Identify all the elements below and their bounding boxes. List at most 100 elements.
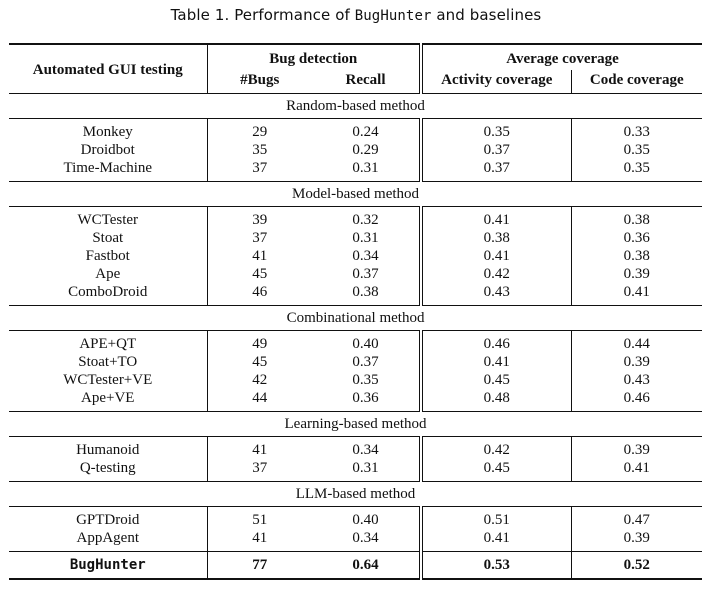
table-row: GPTDroid 51 0.40 0.51 0.47 bbox=[9, 506, 703, 529]
activity-coverage-value: 0.41 bbox=[419, 353, 572, 371]
table-row: Ape 45 0.37 0.42 0.39 bbox=[9, 265, 703, 283]
table-row: Stoat+TO 45 0.37 0.41 0.39 bbox=[9, 353, 703, 371]
code-coverage-value: 0.44 bbox=[570, 330, 703, 353]
recall-value: 0.37 bbox=[352, 354, 379, 370]
activity-coverage-value: 0.43 bbox=[419, 283, 572, 306]
group-title: Combinational method bbox=[9, 305, 703, 331]
method-name: APE+QT bbox=[79, 336, 137, 352]
method-name: ComboDroid bbox=[68, 284, 148, 300]
group-header-row: Learning-based method bbox=[9, 411, 703, 437]
bugs-value: 45 bbox=[206, 353, 312, 371]
method-name: WCTester+VE bbox=[63, 372, 153, 388]
recall-value: 0.24 bbox=[352, 124, 379, 140]
method-name: Droidbot bbox=[80, 142, 135, 158]
code-coverage-value: 0.52 bbox=[570, 551, 703, 580]
table-row: Monkey 29 0.24 0.35 0.33 bbox=[9, 118, 703, 141]
recall-value: 0.35 bbox=[352, 372, 379, 388]
code-coverage-value: 0.35 bbox=[570, 141, 703, 159]
code-coverage-value: 0.41 bbox=[570, 459, 703, 482]
activity-coverage-value: 0.41 bbox=[419, 529, 572, 552]
table-row: Ape+VE 44 0.36 0.48 0.46 bbox=[9, 389, 703, 412]
table-row: APE+QT 49 0.40 0.46 0.44 bbox=[9, 330, 703, 353]
code-coverage-value: 0.36 bbox=[570, 229, 703, 247]
bugs-value: 51 bbox=[206, 506, 312, 529]
code-coverage-value: 0.39 bbox=[570, 353, 703, 371]
activity-coverage-value: 0.45 bbox=[419, 459, 572, 482]
header-average-coverage: Average coverage bbox=[419, 43, 703, 70]
recall-value: 0.36 bbox=[352, 390, 379, 406]
caption-tool-name: BugHunter bbox=[354, 8, 432, 24]
performance-table: Automated GUI testing Bug detection Aver… bbox=[9, 43, 703, 580]
table-row: Q-testing 37 0.31 0.45 0.41 bbox=[9, 459, 703, 482]
code-coverage-value: 0.46 bbox=[570, 389, 703, 412]
bugs-value: 46 bbox=[206, 283, 312, 306]
header-row-sub: #Bugs Recall Activity coverage Code cove… bbox=[9, 70, 703, 94]
activity-coverage-value: 0.46 bbox=[419, 330, 572, 353]
bugs-value: 42 bbox=[206, 371, 312, 389]
method-name: BugHunter bbox=[9, 551, 207, 580]
method-name: Q-testing bbox=[79, 460, 136, 476]
recall-value: 0.34 bbox=[352, 530, 379, 546]
header-code-coverage: Code coverage bbox=[570, 70, 703, 94]
activity-coverage-value: 0.42 bbox=[419, 265, 572, 283]
bugs-value: 37 bbox=[206, 159, 312, 182]
group-title: Learning-based method bbox=[9, 411, 703, 437]
activity-coverage-value: 0.37 bbox=[419, 141, 572, 159]
code-coverage-value: 0.41 bbox=[570, 283, 703, 306]
recall-value: 0.40 bbox=[352, 336, 379, 352]
recall-value: 0.40 bbox=[352, 512, 379, 528]
bugs-value: 41 bbox=[206, 247, 312, 265]
code-coverage-value: 0.33 bbox=[570, 118, 703, 141]
table-row: WCTester 39 0.32 0.41 0.38 bbox=[9, 206, 703, 229]
activity-coverage-value: 0.45 bbox=[419, 371, 572, 389]
activity-coverage-value: 0.42 bbox=[419, 436, 572, 459]
recall-value: 0.37 bbox=[352, 266, 379, 282]
table-row: WCTester+VE 42 0.35 0.45 0.43 bbox=[9, 371, 703, 389]
activity-coverage-value: 0.38 bbox=[419, 229, 572, 247]
bugs-value: 39 bbox=[206, 206, 312, 229]
group-header-row: Model-based method bbox=[9, 181, 703, 207]
table-row: Time-Machine 37 0.31 0.37 0.35 bbox=[9, 159, 703, 182]
group-header-row: Random-based method bbox=[9, 93, 703, 119]
group-title: Random-based method bbox=[9, 93, 703, 119]
activity-coverage-value: 0.37 bbox=[419, 159, 572, 182]
bugs-value: 41 bbox=[206, 529, 312, 552]
bugs-value: 37 bbox=[206, 229, 312, 247]
bughunter-row: BugHunter 77 0.64 0.53 0.52 bbox=[9, 551, 703, 580]
header-row-top: Automated GUI testing Bug detection Aver… bbox=[9, 43, 703, 94]
code-coverage-value: 0.39 bbox=[570, 265, 703, 283]
caption-prefix: Table 1. Performance of bbox=[170, 6, 355, 24]
recall-value: 0.38 bbox=[352, 284, 379, 300]
method-name: WCTester bbox=[77, 212, 139, 228]
method-name: Stoat+TO bbox=[78, 354, 138, 370]
header-activity-coverage: Activity coverage bbox=[419, 70, 572, 94]
performance-table-wrapper: Automated GUI testing Bug detection Aver… bbox=[9, 43, 703, 580]
table-caption: Table 1. Performance of BugHunter and ba… bbox=[0, 6, 712, 24]
activity-coverage-value: 0.53 bbox=[419, 551, 572, 580]
activity-coverage-value: 0.48 bbox=[419, 389, 572, 412]
method-name: AppAgent bbox=[76, 530, 140, 546]
recall-value: 0.31 bbox=[352, 460, 379, 476]
code-coverage-value: 0.43 bbox=[570, 371, 703, 389]
code-coverage-value: 0.38 bbox=[570, 247, 703, 265]
method-name: Humanoid bbox=[76, 442, 140, 458]
table-row: Stoat 37 0.31 0.38 0.36 bbox=[9, 229, 703, 247]
header-bugs: #Bugs bbox=[206, 70, 312, 94]
bugs-value: 45 bbox=[206, 265, 312, 283]
table-row: AppAgent 41 0.34 0.41 0.39 bbox=[9, 529, 703, 552]
recall-value: 0.29 bbox=[352, 142, 379, 158]
method-name: Stoat bbox=[92, 230, 124, 246]
table-row: Fastbot 41 0.34 0.41 0.38 bbox=[9, 247, 703, 265]
method-name: Ape bbox=[95, 266, 121, 282]
bugs-value: 41 bbox=[206, 436, 312, 459]
header-recall: Recall bbox=[345, 71, 386, 88]
table-row: Humanoid 41 0.34 0.42 0.39 bbox=[9, 436, 703, 459]
recall-value: 0.31 bbox=[352, 230, 379, 246]
method-name: GPTDroid bbox=[76, 512, 140, 528]
method-name: Ape+VE bbox=[81, 390, 135, 406]
caption-suffix: and baselines bbox=[431, 6, 542, 24]
activity-coverage-value: 0.35 bbox=[419, 118, 572, 141]
recall-value: 0.32 bbox=[352, 212, 379, 228]
method-name: Time-Machine bbox=[63, 160, 153, 176]
group-title: Model-based method bbox=[9, 181, 703, 207]
